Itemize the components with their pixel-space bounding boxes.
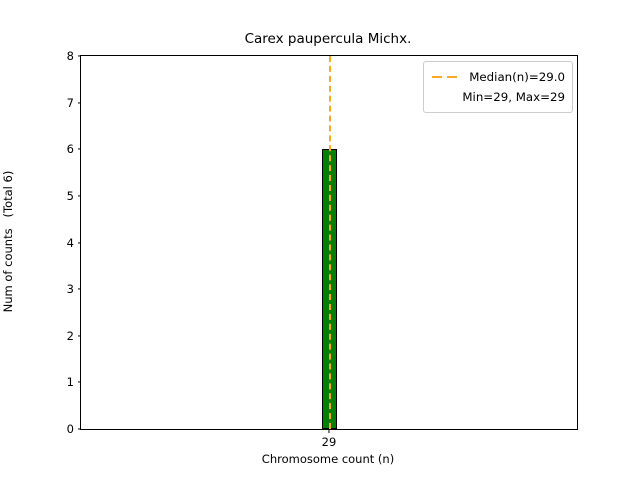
y-tick-label: 7 <box>66 95 74 110</box>
y-tick-mark <box>77 428 81 430</box>
y-tick-label: 6 <box>66 142 74 157</box>
x-tick-label: 29 <box>321 435 337 449</box>
y-tick-mark <box>77 102 81 104</box>
legend-entry-median: Median(n)=29.0 <box>431 67 565 87</box>
y-tick-mark <box>77 148 81 150</box>
y-tick-label: 2 <box>66 328 74 343</box>
legend-label-minmax: Min=29, Max=29 <box>462 90 565 104</box>
legend: Median(n)=29.0 Min=29, Max=29 <box>423 61 573 113</box>
y-tick-mark <box>77 288 81 290</box>
x-tick-mark <box>328 429 330 433</box>
y-tick-mark <box>77 55 81 57</box>
y-tick-label: 4 <box>66 235 74 250</box>
page-title: Carex paupercula Michx. <box>244 31 412 47</box>
plot-area: 0 1 2 3 4 5 6 7 <box>67 49 578 449</box>
y-tick-label: 3 <box>66 282 74 297</box>
y-tick-mark <box>77 381 81 383</box>
legend-label-median: Median(n)=29.0 <box>469 70 565 84</box>
y-tick-label: 5 <box>66 188 74 203</box>
y-tick-mark <box>77 335 81 337</box>
median-line <box>329 56 331 429</box>
plot-inner: Median(n)=29.0 Min=29, Max=29 <box>81 56 577 429</box>
y-tick-label: 1 <box>66 375 74 390</box>
y-tick-label: 0 <box>66 422 74 436</box>
x-axis-label: Chromosome count (n) <box>261 452 395 466</box>
y-tick-mark <box>77 195 81 197</box>
dashed-line-icon <box>431 71 461 83</box>
y-axis-label: Num of counts (Total 6) <box>1 170 15 313</box>
y-tick-mark <box>77 241 81 244</box>
y-tick-label: 8 <box>66 49 74 63</box>
